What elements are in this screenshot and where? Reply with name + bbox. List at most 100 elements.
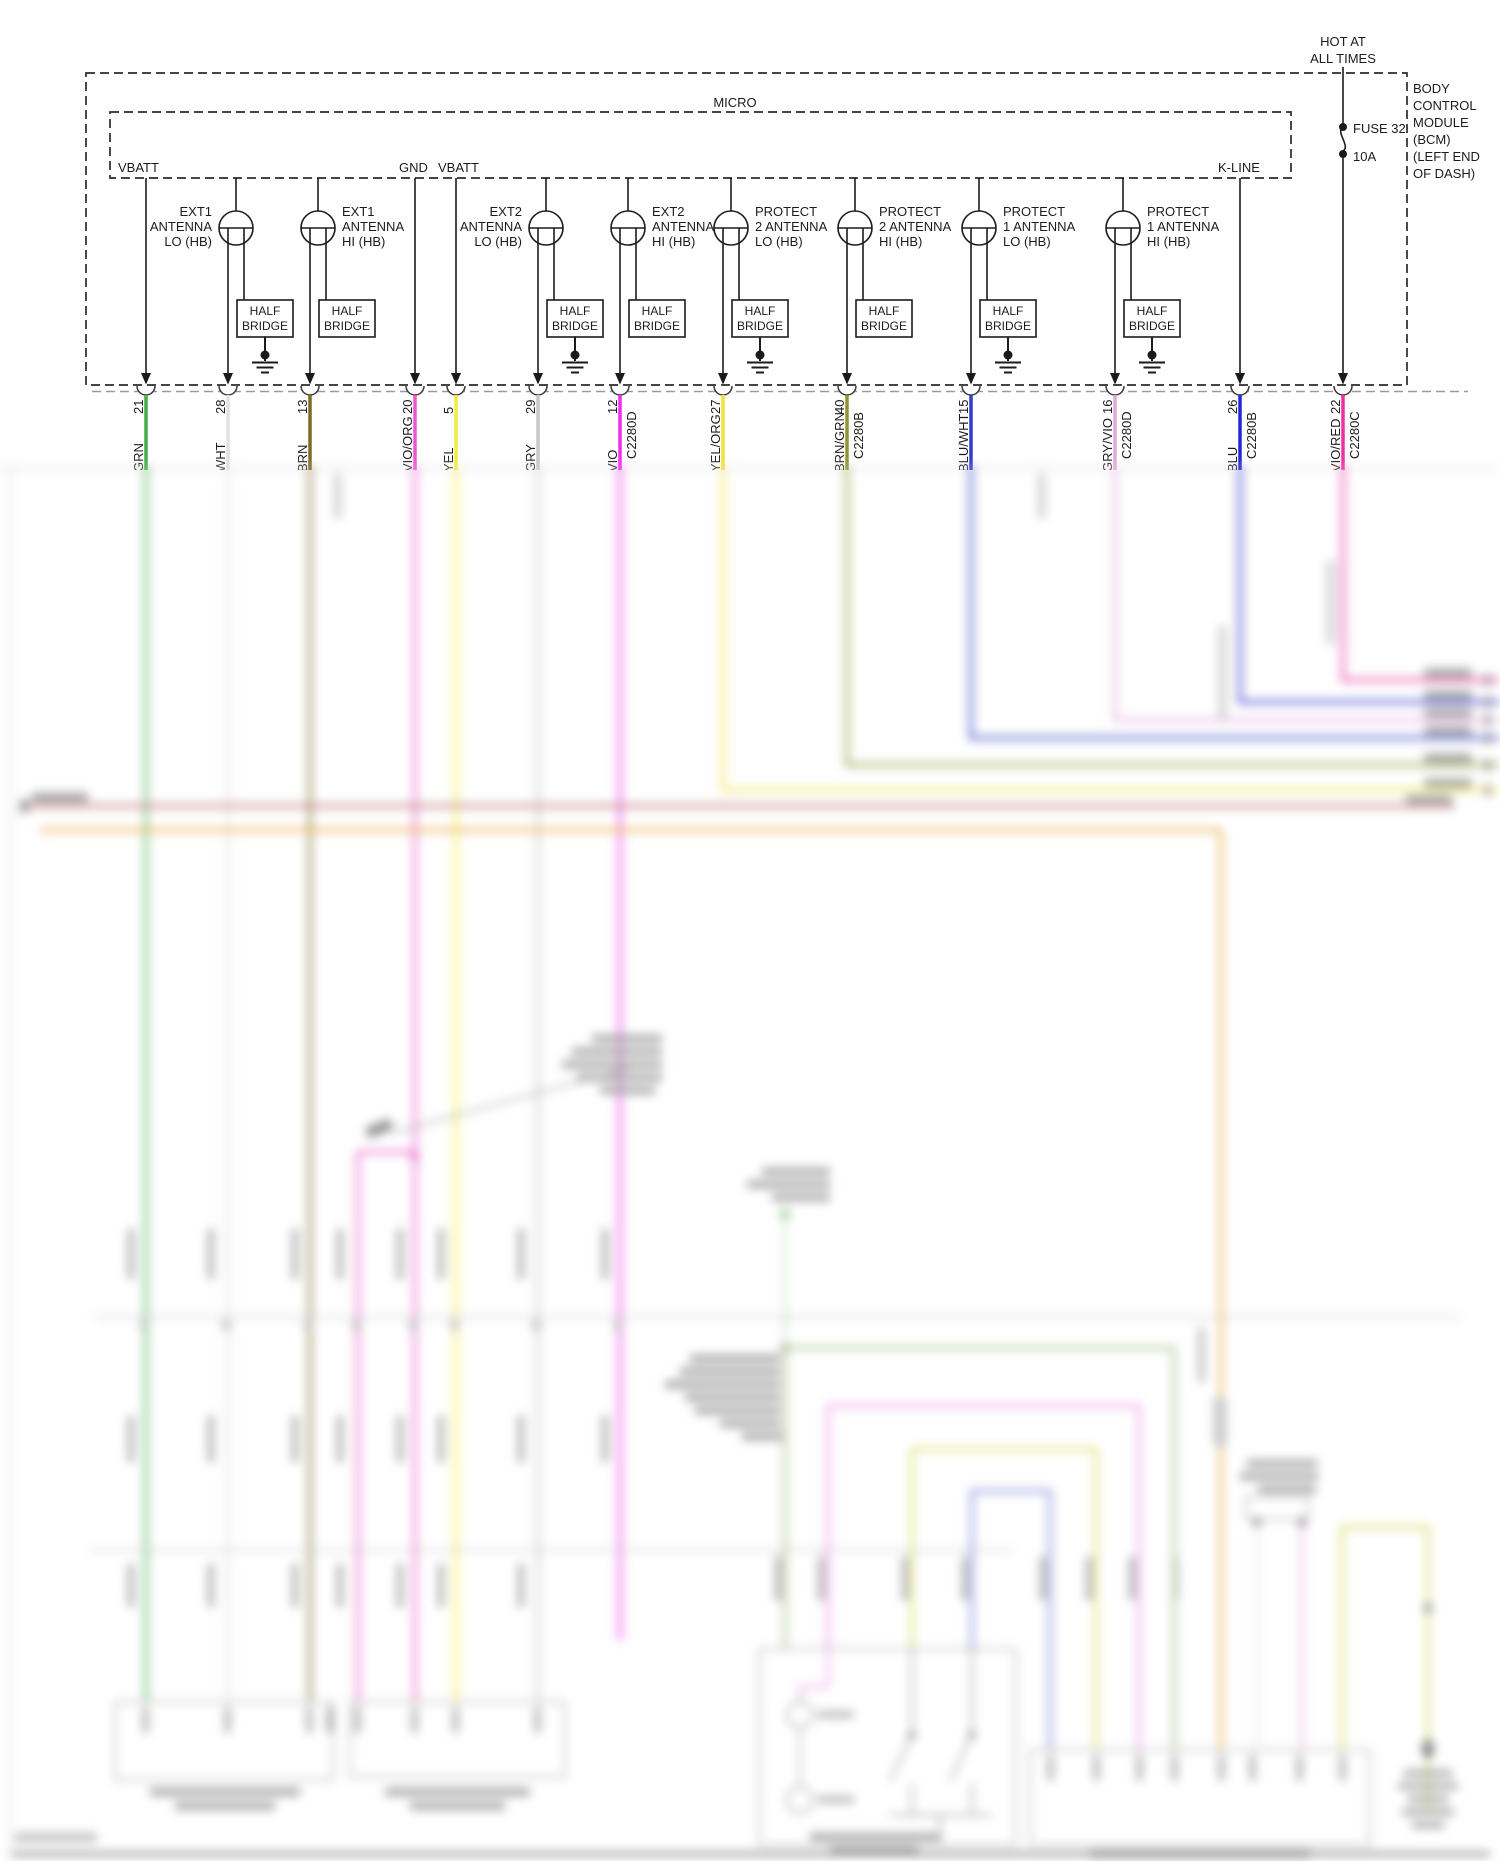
svg-text:LO (HB): LO (HB) [474, 234, 522, 249]
blurred-wire-runs [144, 465, 1500, 1702]
fuse-32: FUSE 32 10A [1339, 67, 1406, 164]
jumper-loops [826, 1404, 1141, 1750]
bcm-outline-box [85, 72, 1408, 386]
svg-text:BRN/GRN: BRN/GRN [832, 412, 847, 470]
wire-gry-vio-16: 16 GRY/VIO C2280D [1100, 373, 1134, 470]
watermark-smudge [15, 1833, 97, 1842]
svg-text:ANTENNA: ANTENNA [460, 219, 522, 234]
connector-pill-rows [90, 1228, 1460, 1608]
svg-text:GRY: GRY [523, 444, 538, 470]
svg-text:BRIDGE: BRIDGE [552, 319, 598, 333]
svg-text:HI (HB): HI (HB) [342, 234, 385, 249]
ground-stack-text [1398, 1770, 1458, 1828]
bcm-name-label: BODY CONTROL MODULE (BCM) (LEFT END OF D… [1413, 81, 1480, 181]
svg-text:16: 16 [1100, 400, 1115, 414]
svg-text:PROTECT: PROTECT [1003, 204, 1065, 219]
left-wire-label [32, 793, 88, 802]
wire-grn-21: 21 GRN [131, 373, 156, 470]
svg-text:(LEFT END: (LEFT END [1413, 149, 1480, 164]
svg-text:EXT2: EXT2 [489, 204, 522, 219]
svg-text:BRIDGE: BRIDGE [985, 319, 1031, 333]
svg-text:HI (HB): HI (HB) [879, 234, 922, 249]
svg-text:ALL TIMES: ALL TIMES [1310, 51, 1376, 66]
ground-symbols [252, 337, 1165, 374]
antenna-protect1-hi: PROTECT 1 ANTENNA HI (HB) [1105, 178, 1220, 373]
ground-icon [562, 337, 588, 374]
micro-pin-vbatt-mid: VBATT [438, 160, 479, 175]
right-wire-label [1406, 795, 1452, 804]
svg-text:HALF: HALF [1137, 304, 1168, 318]
svg-text:C2280B: C2280B [851, 412, 866, 459]
svg-text:ANTENNA: ANTENNA [652, 219, 714, 234]
svg-text:HI (HB): HI (HB) [652, 234, 695, 249]
svg-text:YEL: YEL [441, 447, 456, 470]
svg-text:HALF: HALF [332, 304, 363, 318]
antenna-ext2-lo: EXT2 ANTENNA LO (HB) [460, 178, 564, 373]
svg-text:GRN: GRN [131, 443, 146, 470]
svg-text:PROTECT: PROTECT [879, 204, 941, 219]
svg-text:CONTROL: CONTROL [1413, 98, 1477, 113]
wire-brn-grn-40: 40 BRN/GRN C2280B [832, 373, 866, 470]
motor-circle-1 [786, 1701, 814, 1729]
right-connector-box [1029, 1749, 1371, 1858]
svg-text:HALF: HALF [250, 304, 281, 318]
svg-text:40: 40 [832, 400, 847, 414]
micro-pin-vbatt-left: VBATT [118, 160, 159, 175]
svg-text:1 ANTENNA: 1 ANTENNA [1147, 219, 1220, 234]
svg-text:BRIDGE: BRIDGE [324, 319, 370, 333]
svg-text:MODULE: MODULE [1413, 115, 1469, 130]
svg-text:BLU: BLU [1225, 447, 1240, 470]
svg-text:HALF: HALF [560, 304, 591, 318]
svg-text:20: 20 [400, 400, 415, 414]
cross-page-wires [30, 804, 1455, 1750]
antenna-protect2-lo: PROTECT 2 ANTENNA LO (HB) [713, 178, 828, 373]
svg-text:2 ANTENNA: 2 ANTENNA [879, 219, 952, 234]
svg-text:(BCM): (BCM) [1413, 132, 1451, 147]
ground-icon [252, 337, 278, 374]
blur-seam [0, 466, 1500, 471]
svg-text:EXT2: EXT2 [652, 204, 685, 219]
ground-icon [747, 337, 773, 374]
micro-box: MICRO VBATT GND VBATT K-LINE [109, 95, 1292, 179]
wire-vio-12: 12 VIO C2280D [605, 373, 639, 470]
svg-text:21: 21 [131, 400, 146, 414]
svg-text:C2280B: C2280B [1244, 412, 1259, 459]
svg-text:15: 15 [956, 400, 971, 414]
green-offpage-arrow [747, 1168, 1176, 1750]
micro-pin-gnd: GND [399, 160, 428, 175]
orange-wire-label [1198, 1327, 1205, 1383]
svg-text:VIO: VIO [605, 450, 620, 470]
splice-annotation [365, 1035, 662, 1139]
antenna-ext1-hi: EXT1 ANTENNA HI (HB) [300, 178, 404, 373]
wire-vio-red-22: 22 VIO/RED C2280C [1328, 373, 1362, 470]
wire-wht-28: 28 WHT [213, 373, 238, 470]
svg-text:BODY: BODY [1413, 81, 1450, 96]
svg-text:HALF: HALF [745, 304, 776, 318]
antenna-ext1-lo: EXT1 ANTENNA LO (HB) [150, 178, 254, 373]
svg-text:1 ANTENNA: 1 ANTENNA [1003, 219, 1076, 234]
wire-blu-26: 26 BLU C2280B [1225, 373, 1259, 470]
yellow-green-ground-run [1340, 1525, 1458, 1828]
rotated-label-smudges [333, 473, 1335, 720]
svg-text:12: 12 [605, 400, 620, 414]
micro-label: MICRO [713, 95, 756, 110]
micro-pin-kline: K-LINE [1218, 160, 1260, 175]
motor-circle-2 [786, 1786, 814, 1814]
svg-text:BRIDGE: BRIDGE [861, 319, 907, 333]
micro-feed-lines [145, 178, 1241, 373]
svg-text:VIO/RED: VIO/RED [1328, 419, 1343, 470]
antenna-protect2-hi: PROTECT 2 ANTENNA HI (HB) [837, 178, 952, 373]
svg-text:GRY/VIO: GRY/VIO [1100, 418, 1115, 470]
svg-text:LO (HB): LO (HB) [755, 234, 803, 249]
svg-text:PROTECT: PROTECT [755, 204, 817, 219]
svg-text:C2280D: C2280D [624, 411, 639, 459]
svg-text:HALF: HALF [869, 304, 900, 318]
wire-brn-13: 13 BRN [295, 373, 320, 470]
svg-text:ANTENNA: ANTENNA [342, 219, 404, 234]
right-exit-labels [1424, 668, 1490, 796]
svg-text:BLU/WHT: BLU/WHT [956, 413, 971, 470]
svg-text:29: 29 [523, 400, 538, 414]
svg-text:BRIDGE: BRIDGE [1129, 319, 1175, 333]
wire-gry-29: 29 GRY [523, 373, 548, 470]
svg-text:HALF: HALF [642, 304, 673, 318]
